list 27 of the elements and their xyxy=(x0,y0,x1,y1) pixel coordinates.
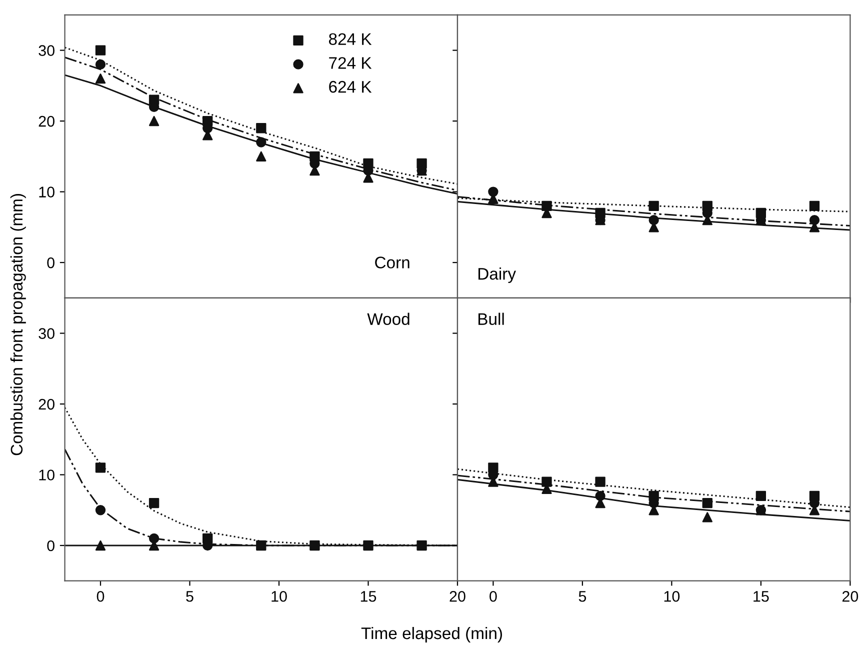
y-tick-label: 20 xyxy=(38,398,54,410)
legend-label: 624 K xyxy=(329,80,372,93)
annotation: Bull xyxy=(478,312,504,325)
x-tick-label: 20 xyxy=(842,590,858,602)
x-tick-label: 0 xyxy=(490,590,497,602)
annotation: Dairy xyxy=(478,267,516,284)
x-tick-label: 10 xyxy=(272,590,287,602)
x-tick-label: 0 xyxy=(96,590,104,602)
x-tick-label: 15 xyxy=(754,591,769,602)
annotation: Corn xyxy=(375,256,410,268)
y-tick-label: 30 xyxy=(38,328,54,339)
x-tick-label: 5 xyxy=(578,591,586,602)
x-tick-label: 5 xyxy=(186,591,194,602)
y-tick-label: 30 xyxy=(38,45,54,56)
annotation: Wood xyxy=(367,312,410,325)
x-axis-title: Time elapsed (min) xyxy=(361,626,502,643)
x-tick-label: 20 xyxy=(450,590,466,602)
legend-label: 724 K xyxy=(329,57,372,69)
x-tick-label: 15 xyxy=(360,591,376,602)
legend-label: 824 K xyxy=(328,33,372,45)
y-axis-title: Combustion front propagation (mm) xyxy=(10,194,26,456)
y-tick-label: 0 xyxy=(47,540,54,552)
y-tick-label: 0 xyxy=(47,257,54,268)
y-tick-label: 20 xyxy=(38,116,54,127)
y-tick-label: 10 xyxy=(39,470,54,480)
y-tick-label: 10 xyxy=(39,186,54,198)
x-tick-label: 10 xyxy=(664,590,680,602)
